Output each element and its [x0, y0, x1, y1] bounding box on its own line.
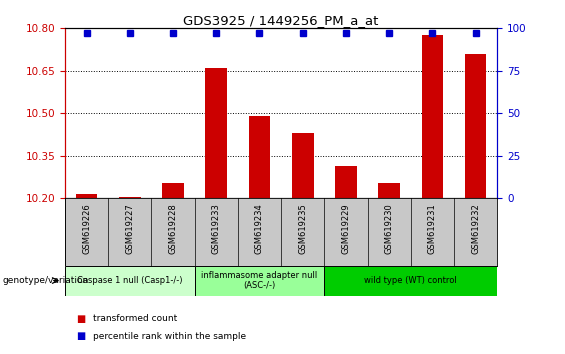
- Text: genotype/variation: genotype/variation: [3, 276, 89, 285]
- Bar: [162, 183, 184, 198]
- Text: GSM619231: GSM619231: [428, 204, 437, 255]
- Text: ■: ■: [76, 314, 85, 324]
- Bar: [249, 116, 270, 198]
- Text: Caspase 1 null (Casp1-/-): Caspase 1 null (Casp1-/-): [77, 276, 182, 285]
- Text: ■: ■: [76, 331, 85, 341]
- Text: wild type (WT) control: wild type (WT) control: [364, 276, 457, 285]
- Bar: [76, 194, 97, 198]
- Bar: [65, 266, 194, 296]
- Title: GDS3925 / 1449256_PM_a_at: GDS3925 / 1449256_PM_a_at: [184, 14, 379, 27]
- Bar: [292, 133, 314, 198]
- Text: GSM619228: GSM619228: [168, 204, 177, 255]
- Bar: [206, 68, 227, 198]
- Text: GSM619232: GSM619232: [471, 204, 480, 255]
- Bar: [119, 197, 141, 198]
- Bar: [379, 183, 400, 198]
- Text: GSM619235: GSM619235: [298, 204, 307, 255]
- Bar: [421, 35, 443, 198]
- Text: GSM619230: GSM619230: [385, 204, 394, 255]
- Bar: [194, 266, 324, 296]
- Text: GSM619233: GSM619233: [212, 204, 221, 255]
- Text: GSM619234: GSM619234: [255, 204, 264, 255]
- Text: GSM619227: GSM619227: [125, 204, 134, 255]
- Text: GSM619229: GSM619229: [341, 204, 350, 254]
- Text: transformed count: transformed count: [93, 314, 177, 323]
- Bar: [335, 166, 357, 198]
- Text: inflammasome adapter null
(ASC-/-): inflammasome adapter null (ASC-/-): [201, 271, 318, 290]
- Bar: [324, 266, 497, 296]
- Bar: [465, 54, 486, 198]
- Text: percentile rank within the sample: percentile rank within the sample: [93, 332, 246, 341]
- Text: GSM619226: GSM619226: [82, 204, 91, 255]
